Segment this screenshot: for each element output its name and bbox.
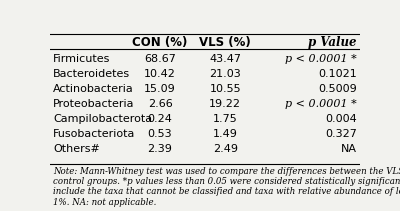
Text: Actinobacteria: Actinobacteria [53, 84, 134, 94]
Text: 0.1021: 0.1021 [318, 69, 357, 79]
Text: 10.55: 10.55 [209, 84, 241, 94]
Text: 15.09: 15.09 [144, 84, 176, 94]
Text: Proteobacteria: Proteobacteria [53, 99, 134, 109]
Text: 0.5009: 0.5009 [318, 84, 357, 94]
Text: 2.39: 2.39 [148, 144, 172, 154]
Text: 19.22: 19.22 [209, 99, 241, 109]
Text: Bacteroidetes: Bacteroidetes [53, 69, 130, 79]
Text: 68.67: 68.67 [144, 54, 176, 64]
Text: 10.42: 10.42 [144, 69, 176, 79]
Text: Others#: Others# [53, 144, 100, 154]
Text: 1.75: 1.75 [213, 114, 238, 124]
Text: p < 0.0001 *: p < 0.0001 * [285, 54, 357, 64]
Text: Firmicutes: Firmicutes [53, 54, 110, 64]
Text: NA: NA [341, 144, 357, 154]
Text: 0.004: 0.004 [325, 114, 357, 124]
Text: Note: Mann-Whitney test was used to compare the differences between the VLS, and: Note: Mann-Whitney test was used to comp… [53, 167, 400, 207]
Text: 0.53: 0.53 [148, 129, 172, 139]
Text: 0.24: 0.24 [148, 114, 172, 124]
Text: p < 0.0001 *: p < 0.0001 * [285, 99, 357, 109]
Text: Campilobacterota: Campilobacterota [53, 114, 152, 124]
Text: 43.47: 43.47 [209, 54, 241, 64]
Text: p Value: p Value [308, 36, 357, 49]
Text: 2.66: 2.66 [148, 99, 172, 109]
Text: 1.49: 1.49 [213, 129, 238, 139]
Text: 0.327: 0.327 [325, 129, 357, 139]
Text: 21.03: 21.03 [209, 69, 241, 79]
Text: Fusobacteriota: Fusobacteriota [53, 129, 136, 139]
Text: CON (%): CON (%) [132, 36, 188, 49]
Text: VLS (%): VLS (%) [199, 36, 251, 49]
Text: 2.49: 2.49 [213, 144, 238, 154]
